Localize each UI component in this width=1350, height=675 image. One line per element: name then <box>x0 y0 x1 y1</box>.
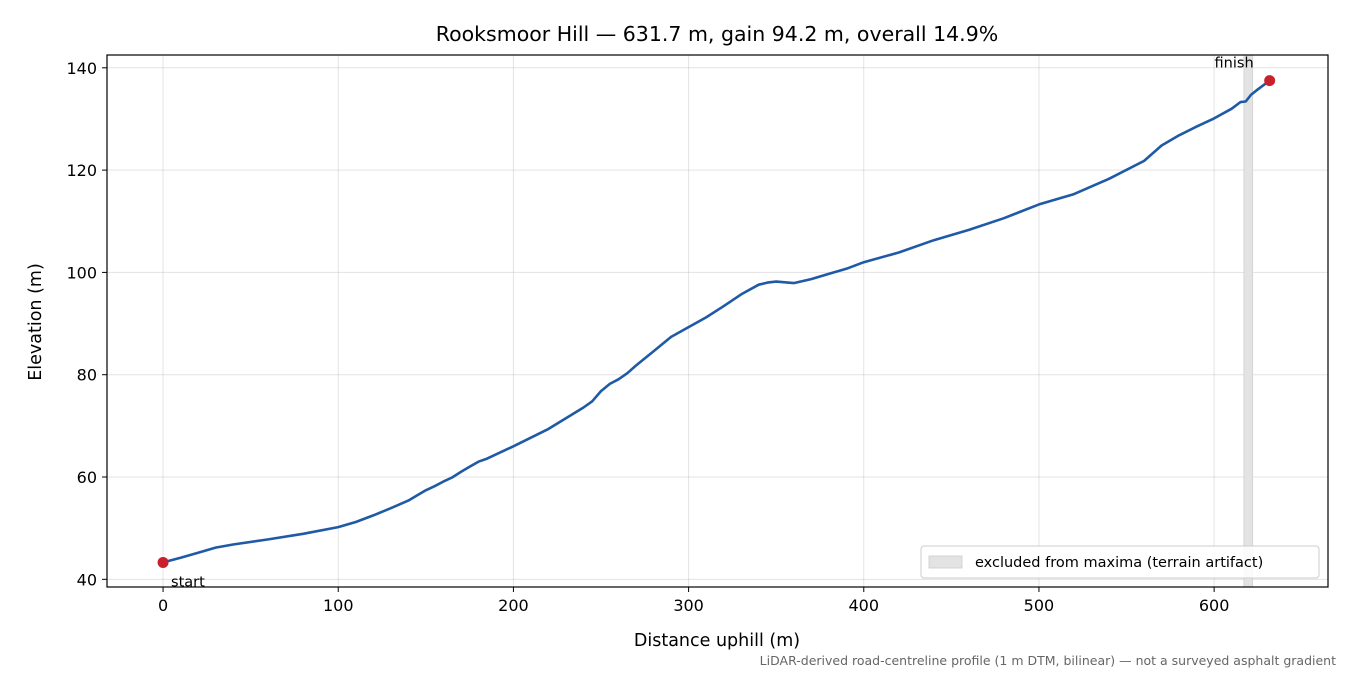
elevation-profile-line <box>161 79 1271 564</box>
marker-start <box>157 556 169 568</box>
x-tick-label: 500 <box>1024 596 1055 615</box>
marker-finish <box>1264 75 1276 87</box>
y-tick-label: 120 <box>66 161 97 180</box>
legend-box <box>920 545 1320 579</box>
x-tick-label: 600 <box>1199 596 1230 615</box>
y-tick-label: 60 <box>77 468 97 487</box>
legend-swatch-excluded <box>928 555 963 569</box>
y-axis-ticks: 40 60 80 100 120 140 <box>66 59 107 589</box>
excluded-region-band <box>1243 54 1254 588</box>
plot-area <box>107 55 1328 587</box>
marker-label-finish: finish <box>1215 56 1254 72</box>
grid-lines <box>107 55 1328 587</box>
footnote: LiDAR-derived road-centreline profile (1… <box>760 653 1336 668</box>
plot-frame <box>106 54 1329 588</box>
y-tick-label: 100 <box>66 263 97 282</box>
x-tick-label: 100 <box>323 596 354 615</box>
legend: excluded from maxima (terrain artifact) <box>920 545 1320 579</box>
x-tick-label: 300 <box>673 596 704 615</box>
y-tick-label: 40 <box>77 570 97 589</box>
y-axis-label: Elevation (m) <box>26 263 46 381</box>
y-tick-label: 80 <box>77 366 97 385</box>
x-tick-label: 0 <box>158 596 168 615</box>
y-tick-label: 140 <box>66 59 97 78</box>
x-tick-label: 200 <box>498 596 529 615</box>
marker-label-start: start <box>171 574 205 590</box>
chart-title: Rooksmoor Hill — 631.7 m, gain 94.2 m, o… <box>436 22 998 46</box>
x-tick-label: 400 <box>849 596 880 615</box>
legend-label-excluded: excluded from maxima (terrain artifact) <box>975 555 1263 571</box>
x-axis-label: Distance uphill (m) <box>634 631 800 651</box>
x-axis-ticks: 0 100 200 300 400 500 600 <box>158 587 1229 615</box>
